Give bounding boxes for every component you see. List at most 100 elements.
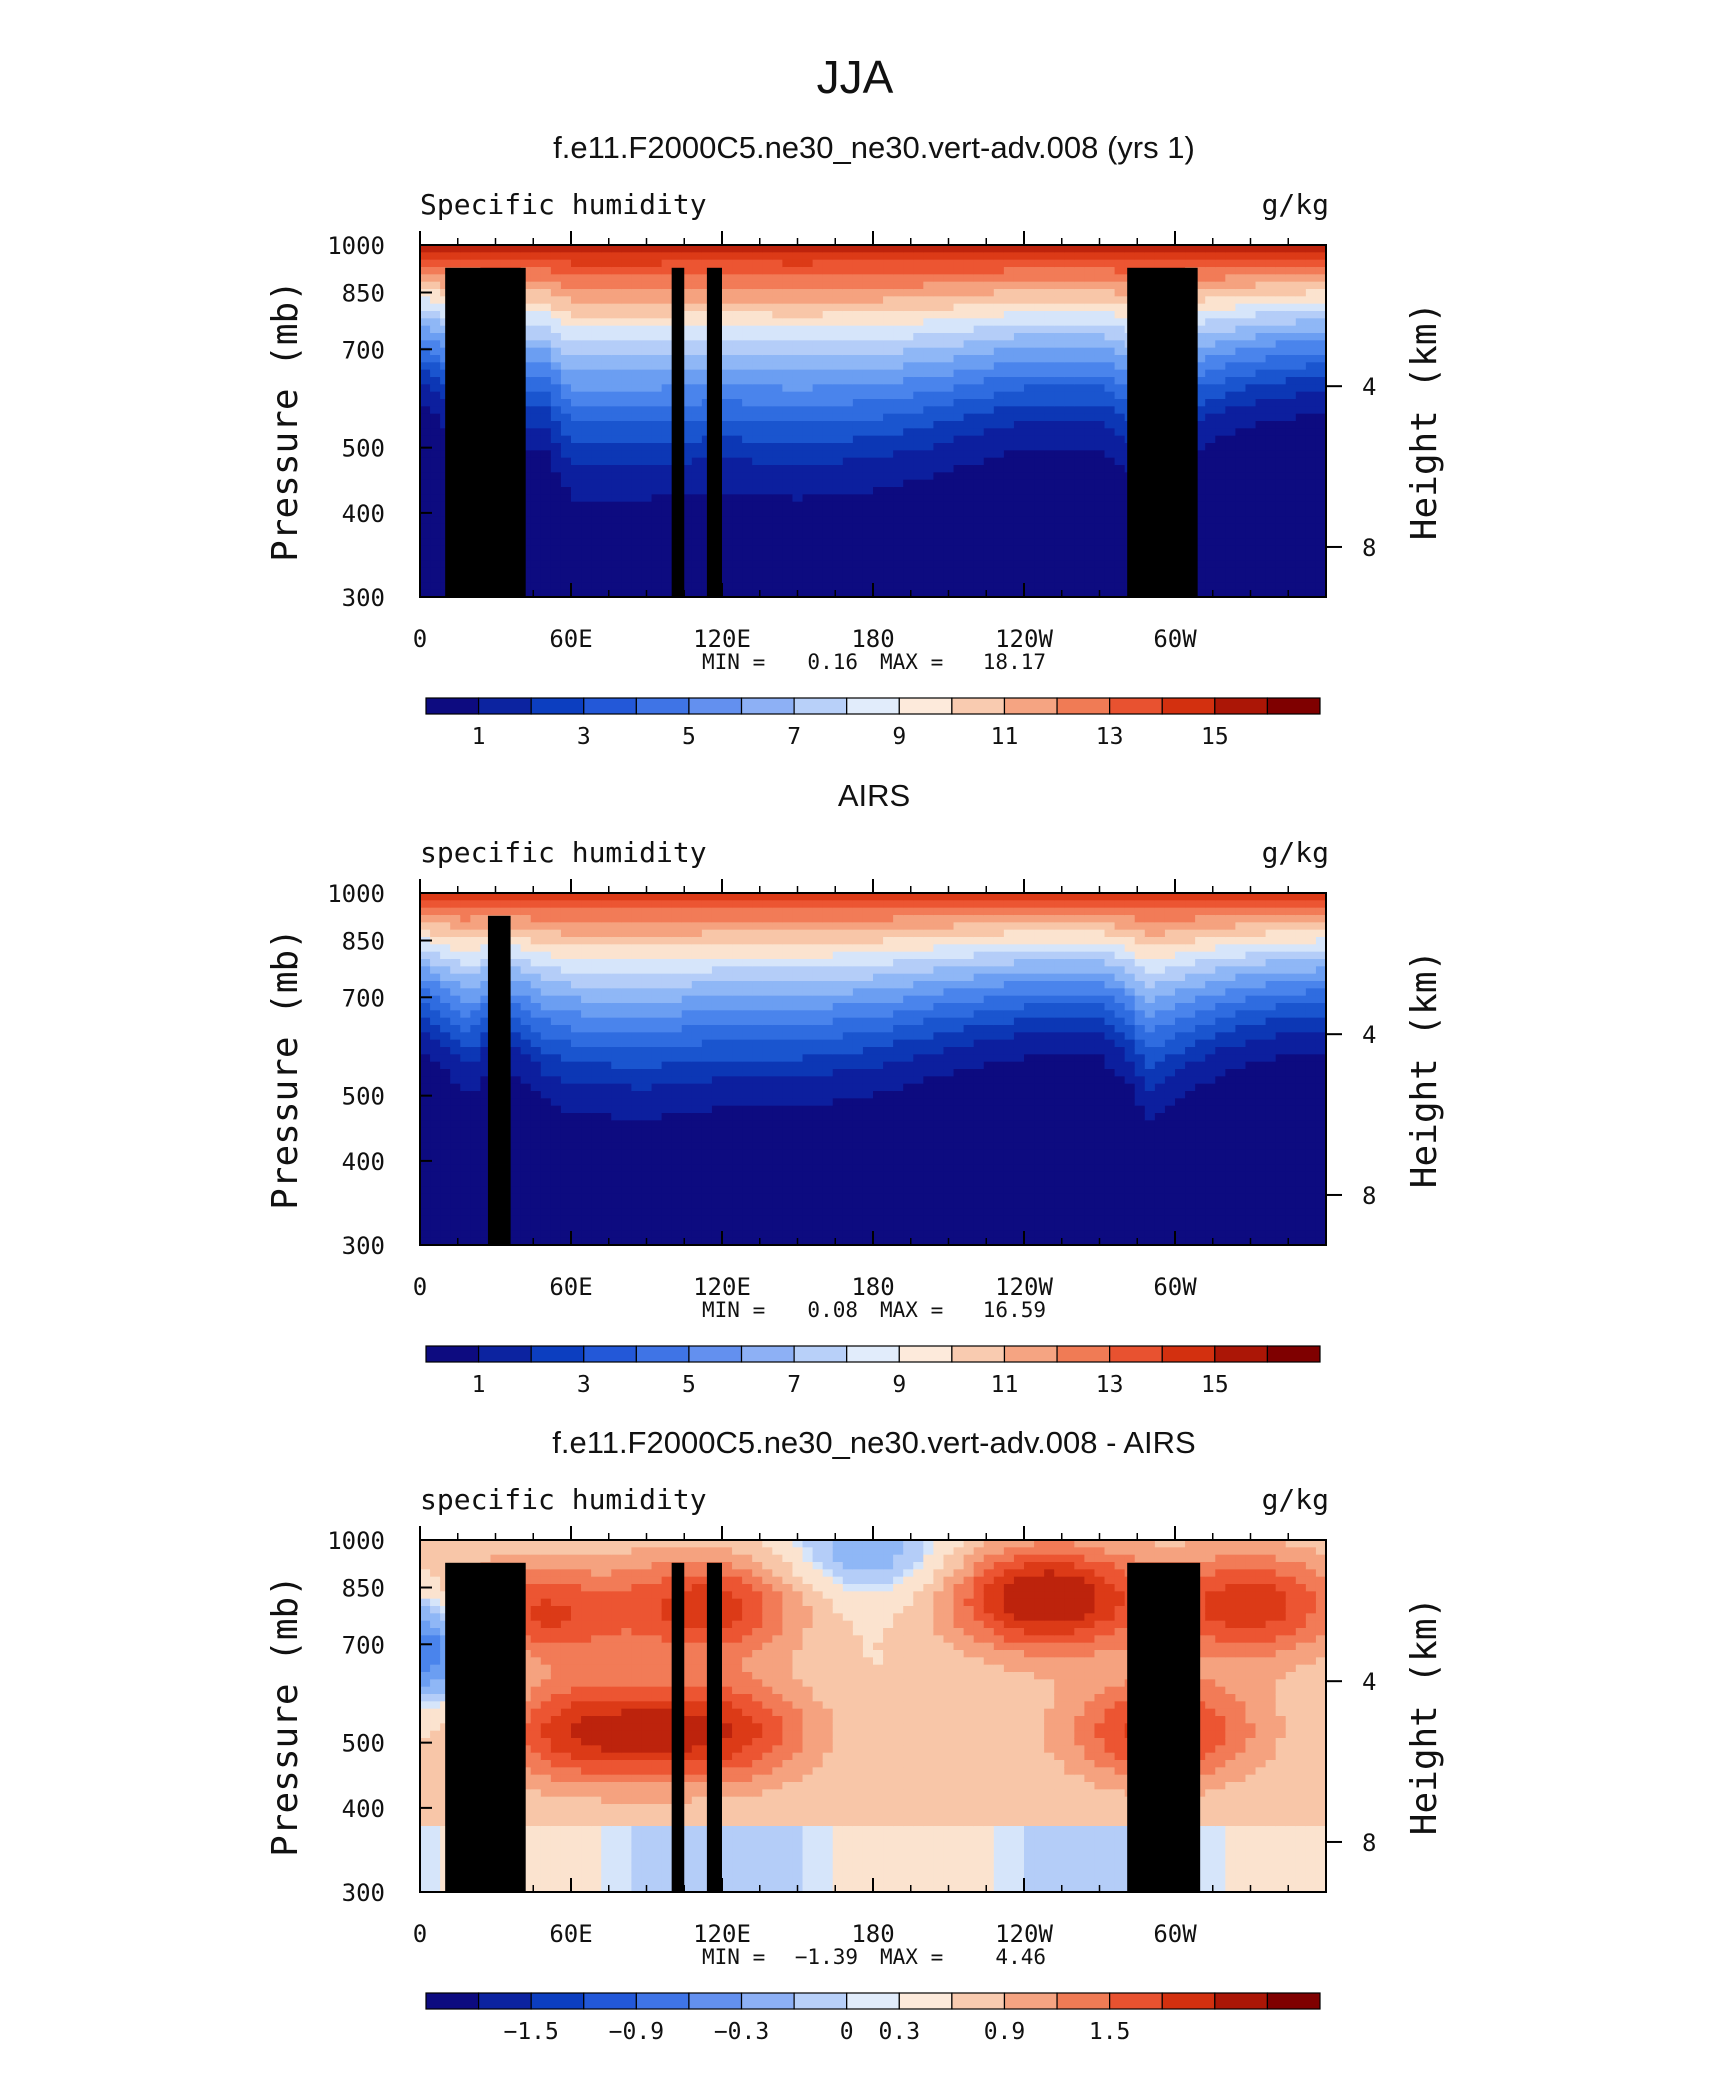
heatmap-cell bbox=[560, 428, 572, 437]
heatmap-cell bbox=[571, 523, 582, 532]
heatmap-cell bbox=[1225, 362, 1236, 371]
heatmap-cell bbox=[540, 509, 552, 517]
heatmap-cell bbox=[651, 406, 663, 415]
heatmap-cell bbox=[661, 553, 673, 561]
heatmap-cell bbox=[963, 369, 975, 378]
heatmap-cell bbox=[1215, 245, 1226, 253]
heatmap-cell bbox=[1285, 311, 1297, 319]
heatmap-cell bbox=[591, 252, 602, 261]
heatmap-cell bbox=[1154, 252, 1166, 261]
heatmap-cell bbox=[691, 582, 703, 591]
heatmap-cell bbox=[722, 369, 733, 378]
heatmap-cell bbox=[802, 472, 814, 481]
heatmap-cell bbox=[762, 479, 773, 488]
heatmap-cell bbox=[1195, 465, 1206, 473]
heatmap-cell bbox=[993, 296, 1005, 305]
heatmap-cell bbox=[1003, 384, 1015, 393]
heatmap-cell bbox=[963, 384, 975, 393]
heatmap-cell bbox=[1315, 545, 1327, 554]
heatmap-cell bbox=[973, 303, 985, 312]
heatmap-cell bbox=[842, 494, 854, 503]
heatmap-cell bbox=[792, 369, 804, 378]
heatmap-cell bbox=[651, 479, 663, 488]
heatmap-cell bbox=[943, 428, 955, 437]
heatmap-cell bbox=[1315, 311, 1327, 319]
heatmap-cell bbox=[1104, 435, 1116, 444]
heatmap-cell bbox=[1255, 369, 1267, 378]
heatmap-cell bbox=[832, 545, 844, 554]
heatmap-cell bbox=[1315, 494, 1327, 503]
heatmap-cell bbox=[873, 289, 884, 297]
heatmap-cell bbox=[520, 362, 532, 371]
heatmap-cell bbox=[420, 457, 431, 466]
heatmap-cell bbox=[1185, 245, 1196, 253]
colorbar-box bbox=[793, 697, 848, 715]
heatmap-cell bbox=[601, 450, 612, 459]
heatmap-cell bbox=[772, 399, 783, 407]
heatmap-cell bbox=[1024, 501, 1035, 510]
heatmap-cell bbox=[520, 1025, 532, 1033]
heatmap-cell bbox=[812, 245, 824, 253]
heatmap-cell bbox=[550, 369, 562, 378]
heatmap-cell bbox=[701, 259, 713, 268]
heatmap-cell bbox=[641, 435, 653, 444]
heatmap-cell bbox=[1215, 406, 1226, 415]
heatmap-cell bbox=[953, 516, 965, 525]
heatmap-cell bbox=[1044, 501, 1055, 510]
heatmap-cell bbox=[722, 333, 733, 341]
heatmap-cell bbox=[571, 413, 582, 422]
heatmap-cell bbox=[681, 274, 693, 283]
heatmap-cell bbox=[641, 567, 653, 576]
heatmap-cell bbox=[923, 465, 934, 473]
heatmap-cell bbox=[1295, 384, 1307, 393]
heatmap-cell bbox=[782, 369, 794, 378]
heatmap-cell bbox=[1104, 494, 1116, 503]
heatmap-cell bbox=[1295, 465, 1307, 473]
heatmap-cell bbox=[1215, 531, 1226, 539]
heatmap-cell bbox=[812, 377, 824, 385]
heatmap-cell bbox=[1013, 281, 1025, 290]
heatmap-cell bbox=[571, 289, 582, 297]
heatmap-cell bbox=[1064, 259, 1075, 268]
heatmap-cell bbox=[651, 494, 663, 503]
heatmap-cell bbox=[742, 274, 753, 283]
heatmap-cell bbox=[1245, 311, 1257, 319]
heatmap-cell bbox=[520, 340, 532, 349]
heatmap-cell bbox=[480, 900, 492, 909]
heatmap-cell bbox=[480, 929, 492, 938]
heatmap-cell bbox=[852, 303, 864, 312]
heatmap-cell bbox=[520, 1120, 532, 1129]
heatmap-cell bbox=[953, 450, 965, 459]
heatmap-cell bbox=[420, 922, 431, 931]
heatmap-cell bbox=[943, 450, 955, 459]
heatmap-cell bbox=[681, 347, 693, 356]
heatmap-cell bbox=[611, 509, 622, 517]
heatmap-cell bbox=[651, 450, 663, 459]
heatmap-cell bbox=[943, 377, 955, 385]
heatmap-cell bbox=[782, 501, 794, 510]
heatmap-cell bbox=[832, 421, 844, 429]
heatmap-cell bbox=[430, 1142, 441, 1151]
heatmap-cell bbox=[1225, 318, 1236, 327]
heatmap-cell bbox=[631, 333, 643, 341]
heatmap-cell bbox=[460, 1208, 471, 1217]
heatmap-cell bbox=[1013, 450, 1025, 459]
heatmap-cell bbox=[530, 893, 542, 901]
heatmap-cell bbox=[752, 516, 763, 525]
heatmap-cell bbox=[1235, 443, 1247, 451]
heatmap-cell bbox=[1215, 355, 1226, 363]
heatmap-cell bbox=[862, 289, 874, 297]
heatmap-cell bbox=[420, 1179, 431, 1187]
heatmap-cell bbox=[943, 560, 955, 569]
heatmap-cell bbox=[420, 516, 431, 525]
heatmap-cell bbox=[1285, 582, 1297, 591]
heatmap-cell bbox=[1024, 391, 1035, 400]
heatmap-cell bbox=[420, 929, 431, 938]
heatmap-cell bbox=[621, 296, 632, 305]
heatmap-cell bbox=[732, 472, 743, 481]
heatmap-cell bbox=[1003, 479, 1015, 488]
heatmap-cell bbox=[1044, 245, 1055, 253]
heatmap-cell bbox=[611, 435, 622, 444]
heatmap-cell bbox=[1305, 509, 1317, 517]
heatmap-cell bbox=[1074, 391, 1085, 400]
